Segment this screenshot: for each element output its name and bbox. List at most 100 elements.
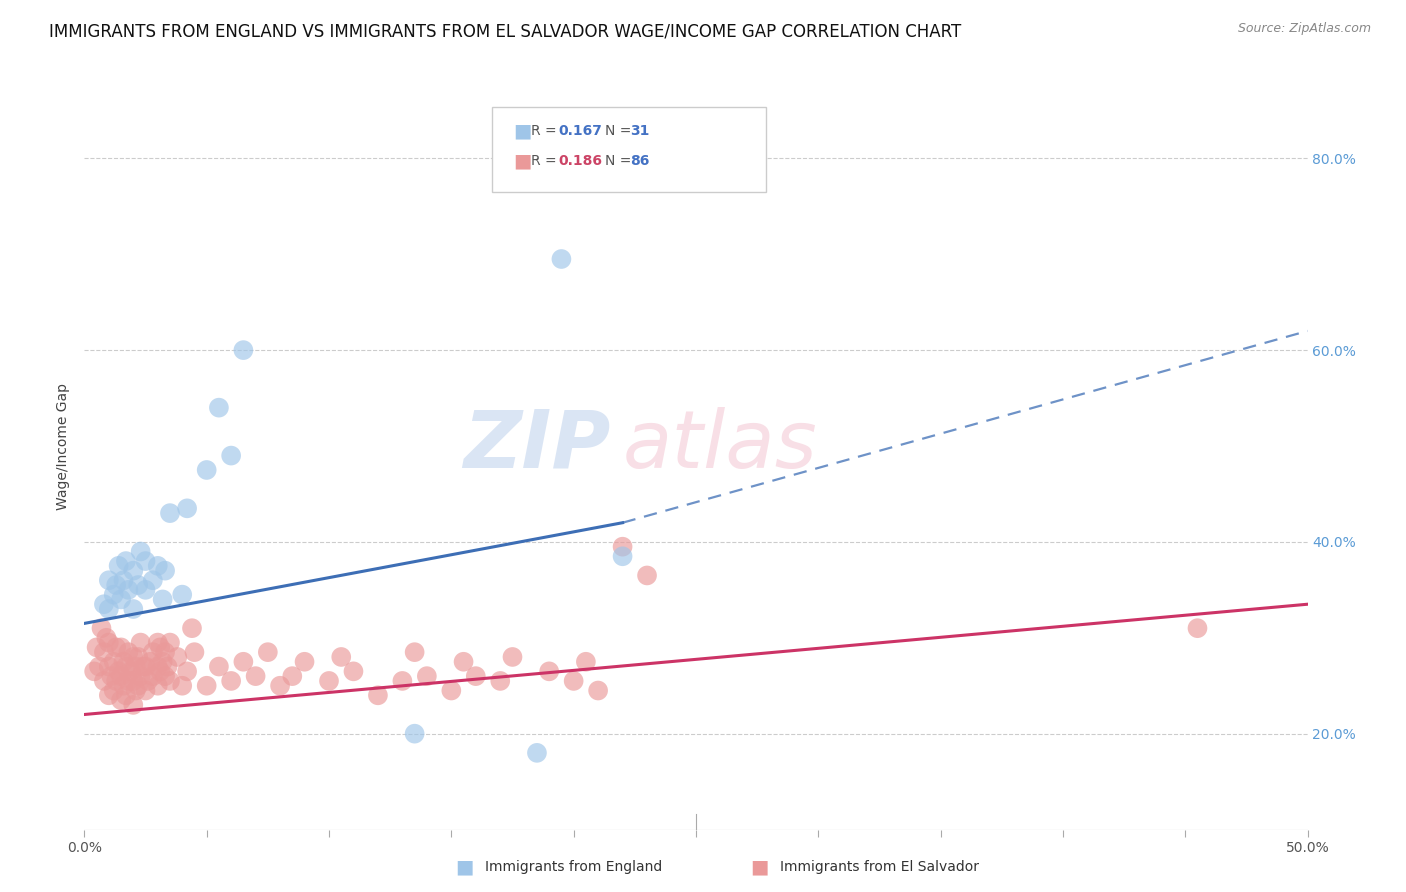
Point [612, 540, 634, 554]
Text: ■: ■ [513, 121, 531, 141]
Point [100, 669, 122, 683]
Point [146, 679, 169, 693]
Text: Immigrants from El Salvador: Immigrants from El Salvador [780, 860, 980, 874]
Point [90, 621, 112, 635]
Point [526, 746, 548, 760]
Point [153, 564, 176, 578]
Point [117, 645, 139, 659]
Point [367, 689, 389, 703]
Point [112, 679, 135, 693]
Point [135, 582, 157, 597]
Point [183, 645, 205, 659]
Point [117, 673, 139, 688]
Point [404, 645, 426, 659]
Point [93, 597, 115, 611]
Point [142, 669, 165, 683]
Point [122, 673, 145, 688]
Text: ■: ■ [513, 151, 531, 170]
Point [159, 673, 181, 688]
Point [93, 673, 115, 688]
Point [132, 659, 155, 673]
Point [575, 655, 598, 669]
Point [232, 343, 254, 358]
Point [97, 635, 120, 649]
Text: N =: N = [605, 124, 636, 138]
Point [115, 554, 138, 568]
Point [156, 659, 179, 673]
Point [440, 683, 463, 698]
Point [562, 673, 585, 688]
Point [110, 592, 132, 607]
Point [97, 659, 120, 673]
Text: R =: R = [531, 124, 561, 138]
Point [219, 449, 242, 463]
Point [142, 645, 165, 659]
Point [136, 673, 159, 688]
Point [612, 549, 634, 564]
Point [115, 689, 138, 703]
Text: 86: 86 [630, 153, 650, 168]
Y-axis label: Wage/Income Gap: Wage/Income Gap [56, 383, 70, 509]
Point [176, 501, 198, 516]
Point [146, 659, 169, 673]
Text: N =: N = [605, 153, 636, 168]
Point [176, 665, 198, 679]
Point [294, 655, 316, 669]
Point [83, 665, 105, 679]
Point [159, 506, 181, 520]
Point [135, 683, 157, 698]
Point [107, 665, 129, 679]
Point [257, 645, 280, 659]
Point [122, 649, 145, 664]
Point [146, 635, 169, 649]
Point [232, 655, 254, 669]
Point [105, 673, 128, 688]
Point [153, 669, 176, 683]
Point [166, 649, 188, 664]
Point [127, 679, 149, 693]
Point [181, 621, 204, 635]
Text: ■: ■ [454, 857, 474, 877]
Point [208, 659, 231, 673]
Point [269, 679, 291, 693]
Point [208, 401, 231, 415]
Point [149, 640, 172, 655]
Point [127, 649, 149, 664]
Point [122, 698, 145, 712]
Point [636, 568, 658, 582]
Point [453, 655, 475, 669]
Text: ZIP: ZIP [463, 407, 610, 485]
Point [219, 673, 242, 688]
Point [330, 649, 353, 664]
Point [117, 582, 139, 597]
Text: atlas: atlas [623, 407, 817, 485]
Point [107, 558, 129, 573]
Text: Immigrants from England: Immigrants from England [485, 860, 662, 874]
Point [152, 655, 174, 669]
Point [115, 659, 138, 673]
Point [550, 252, 572, 266]
Point [122, 602, 145, 616]
Point [172, 588, 194, 602]
Point [103, 683, 125, 698]
Point [142, 574, 165, 588]
Point [538, 665, 561, 679]
Point [105, 640, 128, 655]
Point [195, 679, 218, 693]
Point [464, 669, 486, 683]
Text: 0.167: 0.167 [558, 124, 602, 138]
Point [129, 635, 152, 649]
Point [195, 463, 218, 477]
Point [135, 554, 157, 568]
Point [146, 558, 169, 573]
Point [125, 659, 148, 673]
Point [318, 673, 340, 688]
Point [152, 592, 174, 607]
Point [586, 683, 609, 698]
Point [86, 640, 108, 655]
Point [129, 544, 152, 558]
Point [120, 665, 142, 679]
Point [112, 574, 135, 588]
Point [97, 689, 120, 703]
Point [129, 669, 152, 683]
